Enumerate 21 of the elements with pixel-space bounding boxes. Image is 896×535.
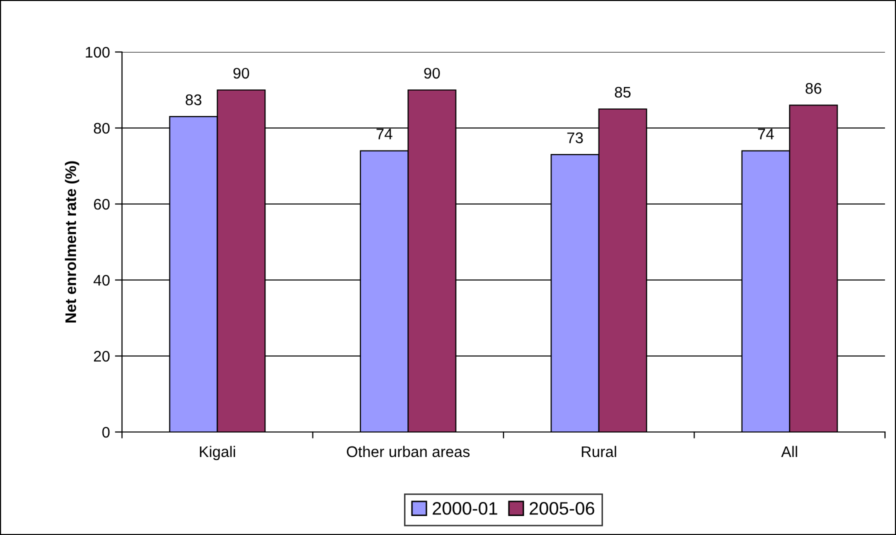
x-tick-label: Kigali <box>200 446 236 460</box>
data-label: 90 <box>233 68 250 79</box>
y-tick-label: 80 <box>94 122 110 134</box>
data-label: 83 <box>186 94 202 106</box>
data-label: 73 <box>567 132 583 144</box>
y-axis-title: Net enrolment rate (%) <box>64 161 80 322</box>
data-label: 90 <box>424 68 440 79</box>
y-tick-label: 100 <box>86 46 110 58</box>
y-tick-label: 60 <box>94 198 110 210</box>
y-tick-label: 0 <box>102 426 110 438</box>
data-label: 74 <box>376 128 392 140</box>
legend-label: 2000-01 <box>432 502 498 515</box>
x-tick-label: All <box>781 446 798 457</box>
data-label: 74 <box>758 128 774 140</box>
y-tick-label: 40 <box>94 274 110 286</box>
y-tick-label: 20 <box>94 350 110 362</box>
legend-label: 2005-06 <box>530 502 594 515</box>
x-tick-label: Other urban areas <box>346 446 470 458</box>
x-tick-label: Rural <box>582 446 616 458</box>
data-label: 85 <box>614 86 631 98</box>
data-label: 86 <box>806 83 822 94</box>
